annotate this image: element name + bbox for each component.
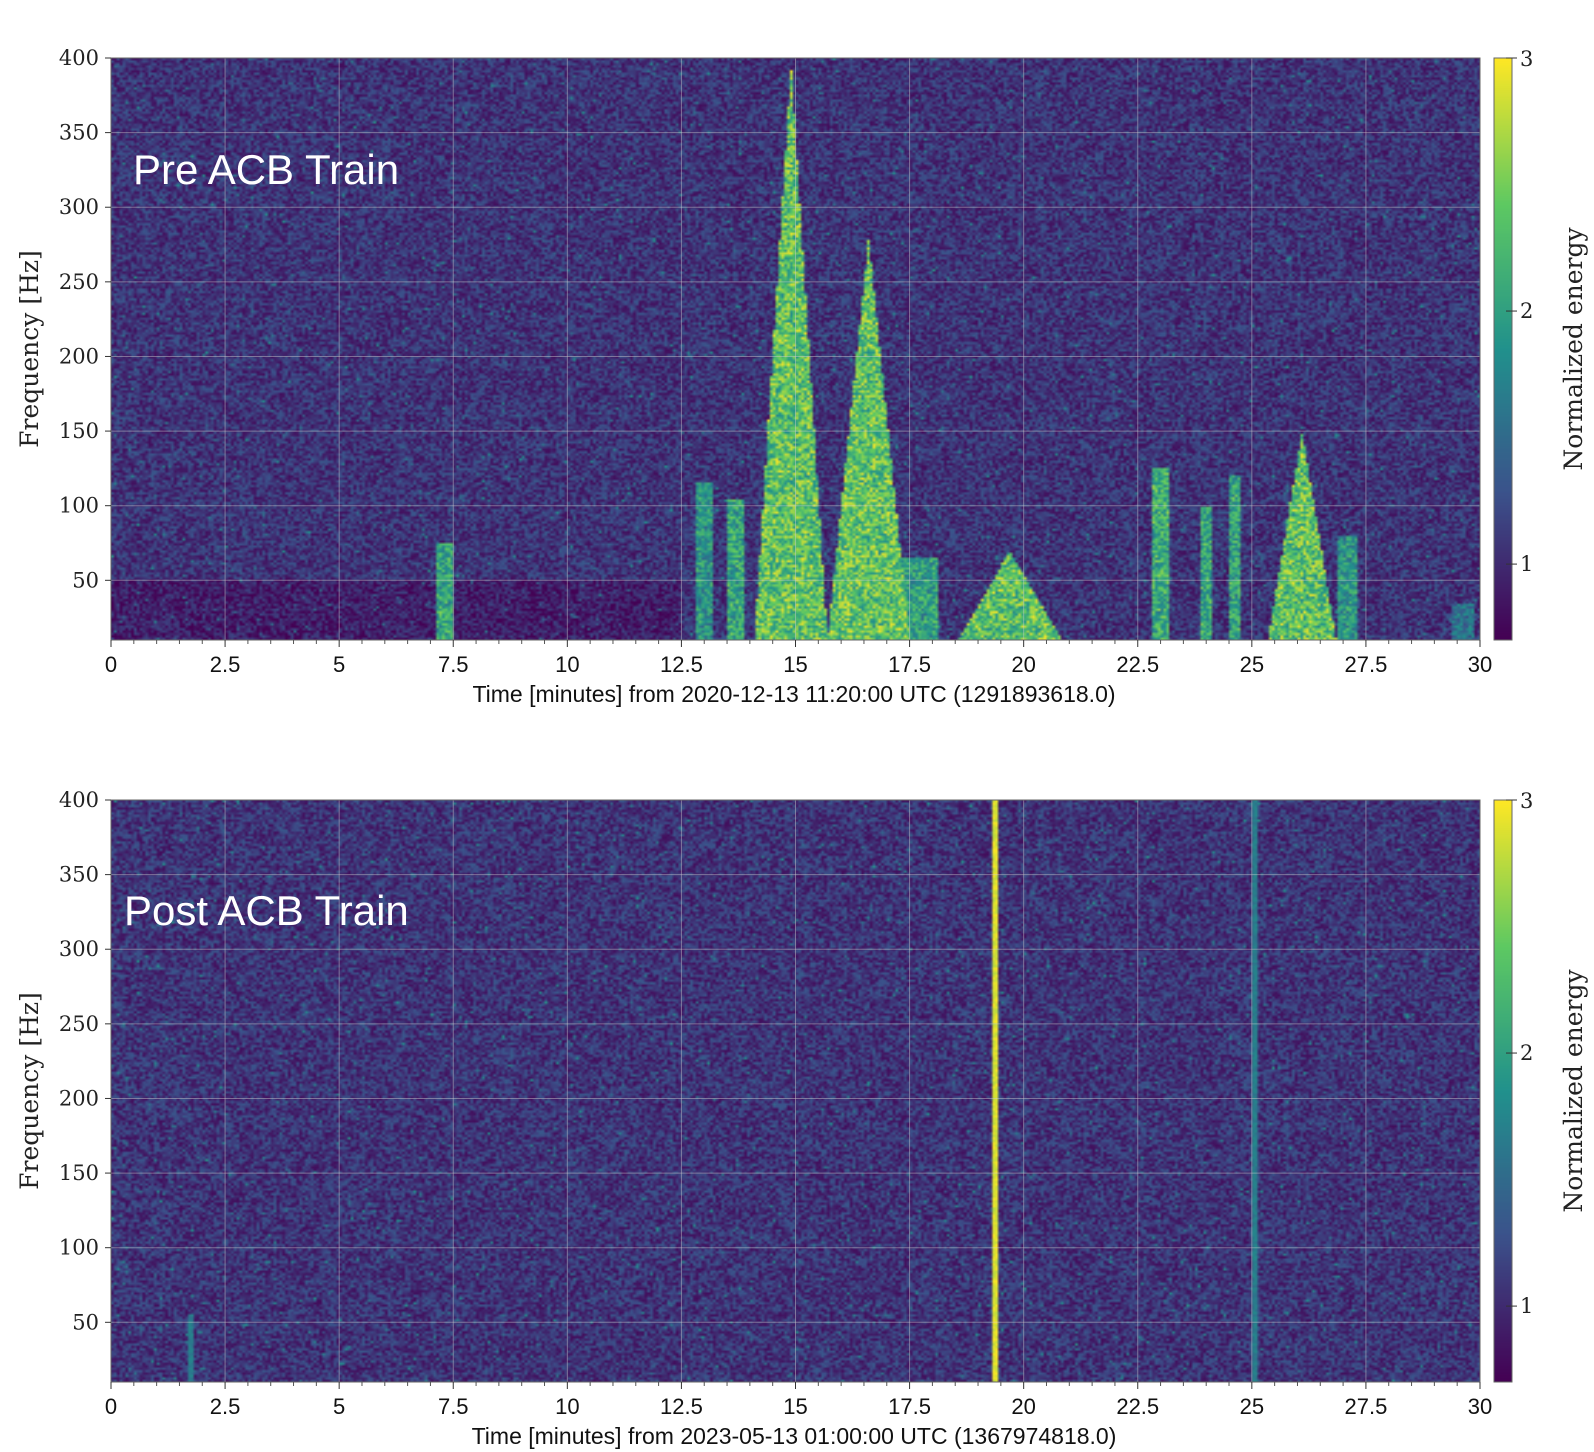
y-axis-label: Frequency [Hz] bbox=[15, 250, 44, 448]
x-ticks: 0 2.5 5 7.5 10 12.5 15 17.5 20 22.5 25 27.5 30 bbox=[105, 640, 1492, 677]
colorbar-frame bbox=[1493, 57, 1513, 641]
x-tick-label: 30 bbox=[1468, 1394, 1492, 1419]
x-tick-label: 17.5 bbox=[888, 1394, 931, 1419]
colorbar-tick-label: 2 bbox=[1520, 299, 1533, 323]
colorbar-frame bbox=[1493, 799, 1513, 1383]
x-tick-label: 7.5 bbox=[438, 1394, 469, 1419]
x-tick-label: 27.5 bbox=[1345, 652, 1388, 677]
x-tick-label: 2.5 bbox=[210, 1394, 241, 1419]
x-tick-label: 12.5 bbox=[660, 652, 703, 677]
y-tick-label: 300 bbox=[59, 937, 99, 961]
y-ticks: 50 100 150 200 250 300 350 400 bbox=[59, 788, 111, 1334]
colorbar-tick-label: 3 bbox=[1520, 789, 1533, 813]
chart-annotation: Pre ACB Train bbox=[133, 146, 399, 193]
x-tick-label: 22.5 bbox=[1116, 1394, 1159, 1419]
colorbar-label: Normalized energy bbox=[1559, 227, 1588, 471]
x-tick-label: 10 bbox=[555, 1394, 579, 1419]
x-tick-label: 5 bbox=[333, 1394, 345, 1419]
x-tick-label: 25 bbox=[1240, 652, 1264, 677]
y-tick-label: 100 bbox=[59, 1236, 99, 1260]
colorbar bbox=[1494, 58, 1512, 640]
x-axis-label: Time [minutes] from 2020-12-13 11:20:00 … bbox=[472, 681, 1115, 707]
x-tick-label: 15 bbox=[783, 652, 807, 677]
y-tick-label: 400 bbox=[59, 46, 99, 70]
x-tick-label: 20 bbox=[1011, 652, 1035, 677]
y-tick-label: 250 bbox=[59, 1012, 99, 1036]
y-tick-label: 50 bbox=[72, 1310, 99, 1334]
colorbar-ticks: 1 2 3 bbox=[1506, 789, 1533, 1318]
y-tick-label: 250 bbox=[59, 270, 99, 294]
y-tick-label: 400 bbox=[59, 788, 99, 812]
y-tick-label: 200 bbox=[59, 1086, 99, 1110]
y-ticks: 50 100 150 200 250 300 350 400 bbox=[59, 46, 111, 592]
chart-annotation: Post ACB Train bbox=[124, 887, 409, 934]
x-tick-label: 30 bbox=[1468, 652, 1492, 677]
x-tick-label: 12.5 bbox=[660, 1394, 703, 1419]
colorbar-tick-label: 1 bbox=[1520, 1294, 1533, 1318]
colorbar-label: Normalized energy bbox=[1559, 969, 1588, 1213]
y-tick-label: 350 bbox=[59, 863, 99, 887]
colorbar bbox=[1494, 800, 1512, 1382]
x-tick-label: 20 bbox=[1011, 1394, 1035, 1419]
x-tick-label: 10 bbox=[555, 652, 579, 677]
x-tick-label: 25 bbox=[1240, 1394, 1264, 1419]
x-tick-label: 7.5 bbox=[438, 652, 469, 677]
x-tick-label: 2.5 bbox=[210, 652, 241, 677]
colorbar-tick-label: 1 bbox=[1520, 552, 1533, 576]
x-ticks: 0 2.5 5 7.5 10 12.5 15 17.5 20 22.5 25 27.5 30 bbox=[105, 1382, 1492, 1419]
y-axis-label: Frequency [Hz] bbox=[15, 992, 44, 1190]
spectrogram-heatmap-post bbox=[111, 800, 1480, 1382]
y-tick-label: 350 bbox=[59, 121, 99, 145]
x-tick-label: 5 bbox=[333, 652, 345, 677]
y-tick-label: 300 bbox=[59, 195, 99, 219]
x-tick-label: 17.5 bbox=[888, 652, 931, 677]
x-tick-label: 0 bbox=[105, 652, 117, 677]
x-tick-label: 15 bbox=[783, 1394, 807, 1419]
y-tick-label: 50 bbox=[72, 568, 99, 592]
spectrogram-heatmap-pre bbox=[111, 58, 1480, 640]
y-tick-label: 100 bbox=[59, 494, 99, 518]
x-tick-label: 22.5 bbox=[1116, 652, 1159, 677]
y-tick-label: 150 bbox=[59, 1161, 99, 1185]
colorbar-tick-label: 2 bbox=[1520, 1041, 1533, 1065]
y-tick-label: 150 bbox=[59, 419, 99, 443]
x-axis-label: Time [minutes] from 2023-05-13 01:00:00 … bbox=[472, 1423, 1117, 1449]
colorbar-tick-label: 3 bbox=[1520, 47, 1533, 71]
x-tick-label: 0 bbox=[105, 1394, 117, 1419]
colorbar-ticks: 1 2 3 bbox=[1506, 47, 1533, 576]
y-tick-label: 200 bbox=[59, 344, 99, 368]
x-tick-label: 27.5 bbox=[1345, 1394, 1388, 1419]
